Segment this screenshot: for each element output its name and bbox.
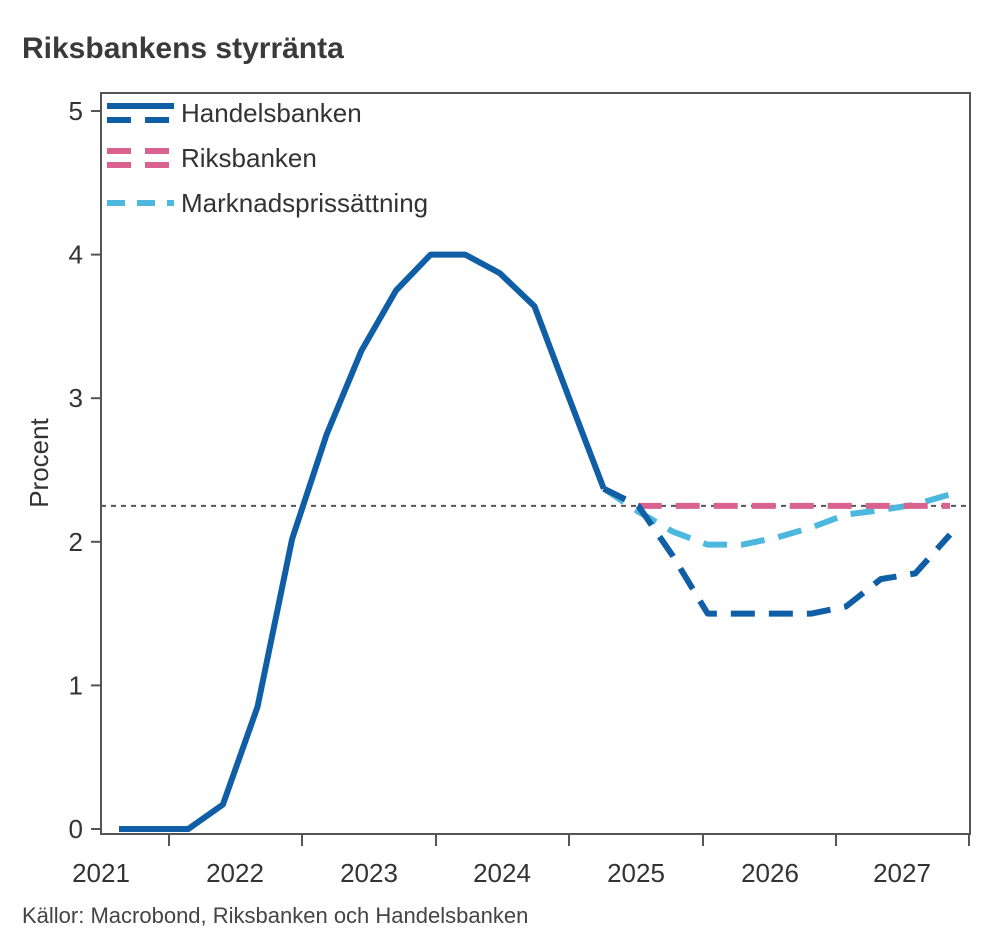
legend-item: Handelsbanken (107, 98, 362, 128)
series-line-marknadspriss-ttning (602, 486, 951, 548)
legend: Handelsbanken Riksbanken Marknadsprissättn… (107, 98, 428, 218)
series-lines (101, 251, 970, 832)
series-line-handelsbanken-prognos (602, 485, 953, 617)
y-tick-label: 5 (69, 96, 83, 126)
x-tick-label: 2021 (72, 858, 130, 888)
x-tick-label: 2023 (340, 858, 398, 888)
y-tick-label: 2 (69, 527, 83, 557)
x-axis: 2021 2022 2023 2024 2025 2026 2027 (72, 834, 970, 888)
x-tick-label: 2024 (473, 858, 531, 888)
y-axis-title: Procent (24, 417, 54, 507)
y-axis: 0 1 2 3 4 5 (69, 96, 101, 844)
legend-label: Marknadsprissättning (181, 188, 428, 218)
series-line-handelsbanken (119, 251, 607, 832)
legend-label: Handelsbanken (181, 98, 362, 128)
y-tick-label: 3 (69, 383, 83, 413)
x-tick-label: 2027 (873, 858, 931, 888)
legend-item: Riksbanken (107, 143, 317, 173)
chart-title: Riksbankens styrränta (22, 32, 344, 65)
legend-label: Riksbanken (181, 143, 317, 173)
x-tick-label: 2025 (607, 858, 665, 888)
x-tick-label: 2026 (741, 858, 799, 888)
y-tick-label: 1 (69, 670, 83, 700)
legend-item: Marknadsprissättning (107, 188, 428, 218)
series-line-riksbanken (602, 485, 950, 509)
y-tick-label: 0 (69, 814, 83, 844)
x-tick-label: 2022 (206, 858, 264, 888)
plot-frame (100, 92, 971, 835)
y-tick-label: 4 (69, 240, 83, 270)
source-note: Källor: Macrobond, Riksbanken och Handel… (22, 903, 529, 928)
